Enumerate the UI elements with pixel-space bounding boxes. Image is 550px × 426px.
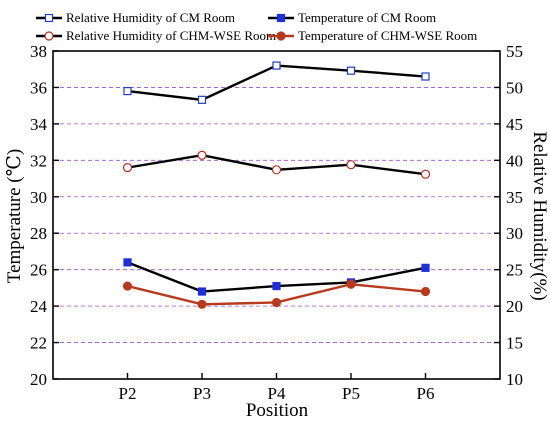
x-tick-label: P3 [193, 384, 211, 403]
data-point [197, 287, 207, 296]
legend-swatch-marker [276, 13, 286, 23]
data-point [122, 163, 133, 173]
y-axis-right-label: Relative Humidity(%) [529, 131, 550, 300]
axes-layer: 20 22 24 26 28 30 32 34 36 38 10 15 20 25 30 35 40 45 50 55… [30, 42, 523, 403]
series-layer [122, 61, 431, 309]
x-tick-label: P5 [342, 384, 360, 403]
data-point [123, 86, 132, 96]
data-point [271, 165, 282, 175]
y-right-tick-label: 35 [506, 188, 523, 207]
series-line [127, 64, 426, 102]
series-1 [123, 258, 430, 296]
data-point [271, 297, 282, 308]
y-right-tick-label: 55 [506, 42, 523, 61]
series-0 [123, 61, 430, 104]
data-point [197, 150, 207, 160]
y-left-tick-label: 32 [30, 151, 47, 170]
x-tick-label: P6 [417, 384, 435, 403]
legend: Relative Humidity of CM Room Temperature … [36, 10, 477, 43]
y-right-tick-label: 10 [506, 370, 523, 389]
y-left-tick-label: 30 [30, 188, 47, 207]
data-point [272, 281, 281, 291]
x-tick-label: P2 [119, 384, 137, 403]
series-2 [122, 150, 431, 179]
y-left-tick-label: 36 [30, 78, 47, 97]
y-right-tick-label: 45 [506, 115, 523, 134]
data-point [123, 258, 132, 267]
legend-item: Relative Humidity of CHM-WSE Room [36, 28, 276, 43]
legend-label: Temperature of CHM-WSE Room [298, 28, 477, 43]
x-axis-label: Position [246, 400, 309, 421]
legend-label: Relative Humidity of CM Room [66, 10, 235, 25]
legend-swatch-marker [44, 13, 54, 23]
plot-frame [52, 50, 501, 380]
legend-item: Temperature of CM Room [268, 10, 436, 25]
y-left-tick-label: 38 [30, 42, 47, 61]
legend-label: Relative Humidity of CHM-WSE Room [66, 28, 276, 43]
y-right-tick-label: 20 [506, 297, 523, 316]
data-point [421, 263, 430, 272]
legend-item: Relative Humidity of CM Room [36, 10, 235, 25]
data-point [346, 66, 356, 75]
y-right-tick-label: 25 [506, 261, 523, 280]
x-tick-label: P4 [268, 384, 286, 403]
legend-label: Temperature of CM Room [298, 10, 436, 25]
data-point [197, 95, 207, 104]
series-3 [122, 279, 431, 309]
y-left-tick-label: 26 [30, 261, 47, 280]
data-point [420, 169, 431, 179]
data-point [197, 299, 207, 309]
data-point [346, 279, 356, 289]
legend-swatch-marker [44, 31, 54, 41]
data-point [420, 286, 431, 297]
y-left-tick-label: 28 [30, 224, 47, 243]
y-left-tick-label: 34 [30, 115, 48, 134]
y-right-tick-label: 40 [506, 151, 523, 170]
data-point [272, 61, 281, 70]
data-point [421, 72, 430, 81]
y-left-tick-label: 22 [30, 334, 47, 353]
y-axis-left-label: Temperature (℃) [4, 149, 25, 283]
y-right-tick-label: 50 [506, 78, 523, 97]
y-right-tick-label: 15 [506, 334, 523, 353]
legend-item: Temperature of CHM-WSE Room [268, 28, 477, 43]
data-point [122, 281, 133, 291]
legend-swatch-marker [276, 31, 286, 41]
y-left-tick-label: 20 [30, 370, 47, 389]
y-right-tick-label: 30 [506, 224, 523, 243]
data-point [346, 160, 356, 170]
y-left-tick-label: 24 [30, 297, 48, 316]
